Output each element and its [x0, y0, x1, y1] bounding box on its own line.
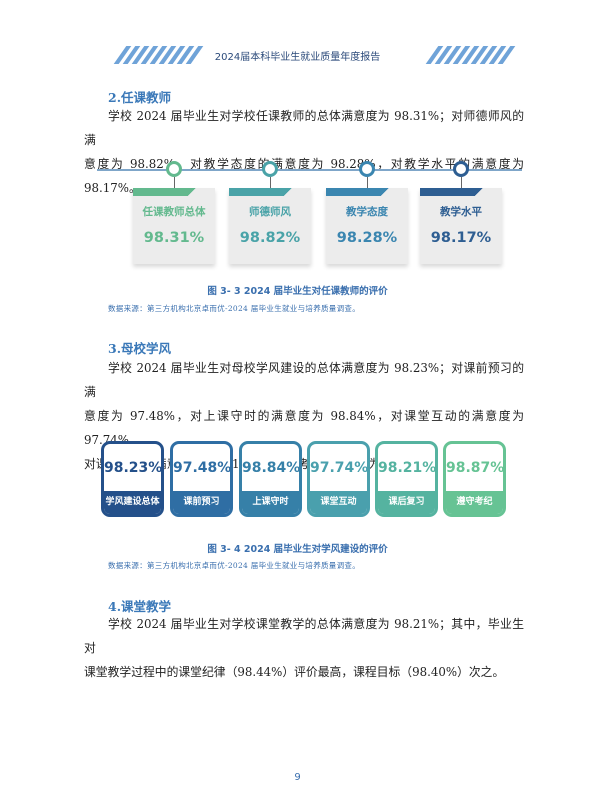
timeline-dot [166, 161, 182, 177]
timeline-dot [262, 161, 278, 177]
study-style-tile: 98.87% 遵守考纪 [443, 441, 506, 517]
timeline-stem [367, 177, 368, 193]
tile-value: 98.84% [242, 460, 301, 476]
card-header-bar [229, 188, 311, 196]
figure-caption-3-4: 图 3- 4 2024 届毕业生对学风建设的评价 [207, 544, 388, 555]
timeline-stem [461, 177, 462, 193]
card-value: 98.28% [336, 230, 398, 246]
data-source-3-3: 数据来源：第三方机构北京卓而优-2024 届毕业生就业与培养质量调查。 [108, 304, 361, 313]
card-label: 教学态度 [346, 206, 388, 218]
section-title-study-style: 3.母校学风 [108, 341, 172, 356]
tile-value: 98.87% [446, 460, 505, 476]
tile-label: 课堂互动 [310, 491, 367, 514]
paragraph-line: 学校 2024 届毕业生对学校任课教师的总体满意度为 98.31%；对师德师风的… [84, 109, 524, 147]
paragraph-line: 意度为 98.82%，对教学态度的满意度为 98.28%，对教学水平的满意度为 … [84, 157, 524, 195]
section-title-teachers: 2.任课教师 [108, 90, 172, 105]
card-header-bar [133, 188, 215, 196]
timeline-stem [174, 177, 175, 193]
tile-value: 97.48% [173, 460, 232, 476]
card-label: 任课教师总体 [142, 206, 206, 218]
tile-label: 遵守考纪 [446, 491, 503, 514]
tile-label: 上课守时 [242, 491, 299, 514]
paragraph-line: 学校 2024 届毕业生对母校学风建设的总体满意度为 98.23%；对课前预习的… [84, 361, 524, 399]
paragraph-line: 学校 2024 届毕业生对学校课堂教学的总体满意度为 98.21%；其中，毕业生… [84, 617, 524, 655]
evaluation-card: 任课教师总体 98.31% [133, 188, 215, 264]
card-header-bar [420, 188, 502, 196]
paragraph-teachers: 学校 2024 届毕业生对学校任课教师的总体满意度为 98.31%；对师德师风的… [84, 104, 524, 200]
tile-value: 97.74% [310, 460, 369, 476]
tile-label: 课前预习 [173, 491, 230, 514]
header-stripes-right [425, 46, 516, 64]
paragraph-classroom: 学校 2024 届毕业生对学校课堂教学的总体满意度为 98.21%；其中，毕业生… [84, 612, 524, 684]
study-style-tile: 97.74% 课堂互动 [307, 441, 370, 517]
timeline-line [97, 169, 522, 171]
card-value: 98.82% [239, 230, 301, 246]
data-source-3-4: 数据来源：第三方机构北京卓而优-2024 届毕业生就业与培养质量调查。 [108, 561, 361, 570]
card-header-bar [326, 188, 408, 196]
tile-label: 课后复习 [378, 491, 435, 514]
section-title-classroom: 4.课堂教学 [108, 599, 172, 614]
header-title: 2024届本科毕业生就业质量年度报告 [214, 52, 381, 63]
evaluation-card: 教学水平 98.17% [420, 188, 502, 264]
paragraph-line: 课堂教学过程中的课堂纪律（98.44%）评价最高，课程目标（98.40%）次之。 [84, 665, 505, 679]
timeline-dot [359, 161, 375, 177]
card-label: 师德师风 [249, 206, 291, 218]
tile-value: 98.21% [378, 460, 437, 476]
card-value: 98.17% [430, 230, 492, 246]
evaluation-card: 师德师风 98.82% [229, 188, 311, 264]
card-label: 教学水平 [440, 206, 482, 218]
page-number: 9 [294, 772, 301, 783]
figure-caption-3-3: 图 3- 3 2024 届毕业生对任课教师的评价 [207, 286, 388, 297]
timeline-dot [453, 161, 469, 177]
study-style-tile: 98.21% 课后复习 [375, 441, 438, 517]
timeline-stem [270, 177, 271, 193]
study-style-tile: 97.48% 课前预习 [170, 441, 233, 517]
tile-value: 98.23% [104, 460, 163, 476]
tile-label: 学风建设总体 [104, 491, 161, 514]
study-style-tile: 98.84% 上课守时 [239, 441, 302, 517]
evaluation-card: 教学态度 98.28% [326, 188, 408, 264]
card-value: 98.31% [143, 230, 205, 246]
study-style-tile: 98.23% 学风建设总体 [101, 441, 164, 517]
